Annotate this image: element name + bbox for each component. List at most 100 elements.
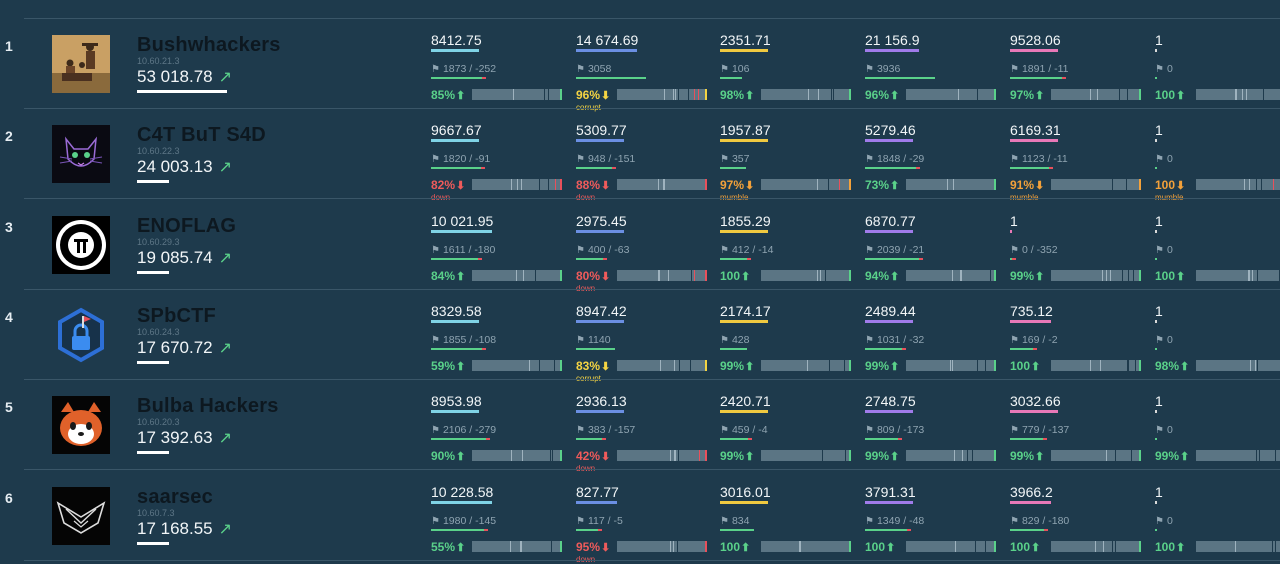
history-current-tick (1139, 179, 1141, 191)
service-cell[interactable]: 6870.77 ⚑ 2039 / -21 94%⬆ (865, 200, 1005, 290)
flag-stats: ⚑ 383 / -157 (576, 424, 635, 436)
history-tick (548, 89, 549, 100)
service-cell[interactable]: 8947.42 ⚑ 1140 83%⬇ corrupt (576, 290, 716, 382)
service-cell[interactable]: 8329.58 ⚑ 1855 / -108 59%⬆ (431, 290, 571, 380)
history-tick (818, 89, 819, 100)
service-cell[interactable]: 6169.31 ⚑ 1123 / -11 91%⬇ mumble (1010, 109, 1150, 202)
history-tick (1127, 89, 1128, 100)
service-cell[interactable]: 8412.75 ⚑ 1873 / -252 85%⬆ (431, 19, 571, 109)
service-cell[interactable]: 10 228.58 ⚑ 1980 / -145 55%⬆ (431, 471, 571, 561)
arrow-up-icon: ⬆ (456, 451, 466, 464)
team-score: 19 085.74 ↗ (137, 248, 232, 268)
service-cell[interactable]: 2489.44 ⚑ 1031 / -32 99%⬆ (865, 290, 1005, 380)
service-cell[interactable]: 2748.75 ⚑ 809 / -173 99%⬆ (865, 380, 1005, 470)
flag-stats: ⚑ 2106 / -279 (431, 424, 496, 436)
service-cell[interactable]: 3016.01 ⚑ 834 100⬆ (720, 471, 860, 561)
arrow-down-icon: ⬇ (1176, 180, 1186, 193)
history-tick (1235, 540, 1236, 552)
team-name[interactable]: C4T BuT S4D (137, 124, 266, 147)
service-cell[interactable]: 10 021.95 ⚑ 1611 / -180 84%⬆ (431, 200, 571, 290)
service-cell[interactable]: 3966.2 ⚑ 829 / -180 100⬆ (1010, 471, 1150, 561)
service-cell[interactable]: 1 ⚑ 0 99%⬆ (1155, 380, 1280, 470)
sla-history-bar (906, 89, 996, 100)
service-cell[interactable]: 2975.45 ⚑ 400 / -63 80%⬇ down (576, 200, 716, 292)
service-cell[interactable]: 8953.98 ⚑ 2106 / -279 90%⬆ (431, 380, 571, 470)
sla-percent: 80% (576, 268, 601, 283)
attack-bar (865, 257, 919, 260)
service-cell[interactable]: 1957.87 ⚑ 357 97%⬇ mumble (720, 109, 860, 202)
flags-captured: 1855 (442, 333, 467, 346)
attack-bar (1155, 438, 1157, 441)
flags-captured: 0 (1021, 243, 1028, 256)
team-score: 24 003.13 ↗ (137, 157, 232, 177)
defense-loss-bar (1012, 257, 1016, 260)
flag-icon: ⚑ (431, 515, 440, 527)
service-cell[interactable]: 1855.29 ⚑ 412 / -14 100⬆ (720, 200, 860, 290)
flag-stats: ⚑ 829 / -180 (1010, 515, 1069, 527)
sla-history-bar (1051, 450, 1141, 462)
history-tick (1126, 179, 1127, 191)
history-tick (523, 269, 524, 281)
service-cell[interactable]: 1 ⚑ 0 / -352 99%⬆ (1010, 200, 1150, 290)
flag-stats: ⚑ 428 (720, 334, 750, 346)
service-cell[interactable]: 9667.67 ⚑ 1820 / -91 82%⬇ down (431, 109, 571, 202)
service-cell[interactable]: 827.77 ⚑ 117 / -5 95%⬇ down (576, 471, 716, 563)
service-cell[interactable]: 5279.46 ⚑ 1848 / -29 73%⬆ (865, 109, 1005, 199)
service-cell[interactable]: 3791.31 ⚑ 1349 / -48 100⬆ (865, 471, 1005, 561)
defense-loss-bar (482, 77, 487, 79)
service-cell[interactable]: 2420.71 ⚑ 459 / -4 99%⬆ (720, 380, 860, 470)
flag-stats: ⚑ 1855 / -108 (431, 334, 496, 346)
service-cell[interactable]: 1 ⚑ 0 98%⬆ (1155, 290, 1280, 380)
service-cell[interactable]: 2936.13 ⚑ 383 / -157 42%⬇ down (576, 380, 716, 473)
sla-percent: 98% (720, 88, 745, 102)
arrow-up-icon: ⬆ (456, 541, 466, 554)
attack-bar (431, 77, 483, 79)
flag-icon: ⚑ (1155, 64, 1164, 75)
top-divider (0, 0, 1280, 19)
flags-lost: / -5 (604, 514, 623, 527)
history-current-tick (994, 540, 996, 552)
team-row[interactable]: 6 saarsec 10.60.7.3 17 168.55 ↗ 10 228.58… (0, 471, 1280, 563)
team-row[interactable]: 1 Bushwhackers 10.60.21.3 53 018.78 ↗ 841… (0, 19, 1280, 112)
history-tick (1250, 359, 1251, 371)
service-points-bar (431, 410, 479, 414)
team-row[interactable]: 3 ENOFLAG 10.60.29.3 19 085.74 ↗ 10 021.9… (0, 200, 1280, 292)
history-tick (516, 269, 517, 281)
sla-value: 85%⬆ (431, 88, 465, 102)
flag-stats: ⚑ 412 / -14 (720, 244, 773, 256)
service-cell[interactable]: 1 ⚑ 0 100⬆ (1155, 471, 1280, 561)
history-tick (674, 359, 675, 371)
service-cell[interactable]: 5309.77 ⚑ 948 / -151 88%⬇ down (576, 109, 716, 202)
service-cell[interactable]: 14 674.69 ⚑ 3058 96%⬇ corrupt (576, 19, 716, 112)
team-row[interactable]: 2 C4T BuT S4D 10.60.22.3 24 003.13 ↗ 9667… (0, 109, 1280, 202)
team-name[interactable]: saarsec (137, 485, 213, 508)
service-cell[interactable]: 1 ⚑ 0 100⬇ mumble (1155, 109, 1280, 202)
attack-bar (1155, 528, 1157, 531)
service-points: 2936.13 (576, 393, 627, 410)
service-cell[interactable]: 735.12 ⚑ 169 / -2 100⬆ (1010, 290, 1150, 380)
team-name[interactable]: ENOFLAG (137, 214, 237, 237)
sla-history-bar (906, 450, 996, 462)
history-tick (1106, 269, 1107, 281)
flag-stats: ⚑ 3936 (865, 63, 900, 75)
team-name[interactable]: Bushwhackers (137, 34, 281, 56)
service-cell[interactable]: 1 ⚑ 0 100⬆ (1155, 200, 1280, 290)
service-cell[interactable]: 2351.71 ⚑ 106 98%⬆ (720, 19, 860, 109)
team-name[interactable]: SPbCTF (137, 304, 216, 327)
sla-percent: 90% (431, 449, 456, 464)
team-name[interactable]: Bulba Hackers (137, 395, 279, 418)
service-cell[interactable]: 9528.06 ⚑ 1891 / -11 97%⬆ (1010, 19, 1150, 109)
team-row[interactable]: 4 SPbCTF 10.60.24.3 17 670.72 ↗ 8329.58 ⚑… (0, 290, 1280, 382)
arrow-up-icon: ⬆ (886, 541, 896, 554)
service-cell[interactable]: 2174.17 ⚑ 428 99%⬆ (720, 290, 860, 380)
history-current-tick (1139, 89, 1141, 100)
team-row[interactable]: 5 Bulba Hackers 10.60.20.3 17 392.63 ↗ 89… (0, 380, 1280, 473)
service-cell[interactable]: 21 156.9 ⚑ 3936 96%⬆ (865, 19, 1005, 109)
trend-up-icon: ↗ (218, 520, 233, 538)
sla-history-bar (617, 269, 707, 281)
service-cell[interactable]: 3032.66 ⚑ 779 / -137 99%⬆ (1010, 380, 1150, 470)
service-cell[interactable]: 1 ⚑ 0 100⬆ (1155, 19, 1280, 109)
history-tick (958, 89, 959, 100)
attack-bar (576, 167, 612, 170)
attack-bar (865, 438, 899, 441)
